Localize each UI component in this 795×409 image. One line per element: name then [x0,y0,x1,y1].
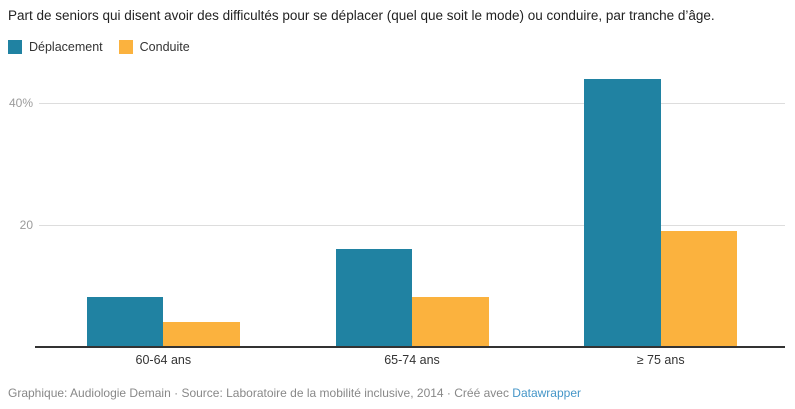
x-axis-line [35,346,785,348]
bar-conduite-75-ans[interactable] [660,230,738,346]
legend-item-deplacement: Déplacement [8,40,103,54]
gridline-20 [39,224,785,226]
y-tick-label-40: 40% [8,96,33,110]
gridline-40 [39,103,785,104]
y-tick-label-20: 20 [19,217,33,232]
legend-label-deplacement: Déplacement [29,40,103,54]
legend-label-conduite: Conduite [139,40,190,54]
legend-item-conduite: Conduite [118,40,190,54]
bar-conduite-60-64-ans[interactable] [163,321,240,346]
bar-deplacement-75-ans[interactable] [584,78,661,346]
footer-text: Graphique: Audiologie Demain · Source: L… [8,386,513,400]
x-axis-label-60-64-ans: 60-64 ans [135,353,192,367]
bar-deplacement-65-74-ans[interactable] [335,248,412,346]
bar-deplacement-60-64-ans[interactable] [86,297,164,346]
legend-swatch-deplacement [8,40,22,54]
x-axis-label-65-74-ans: 65-74 ans [384,353,440,367]
legend-swatch-conduite [118,40,133,54]
chart-title: Part de seniors qui disent avoir des dif… [8,8,715,23]
bar-conduite-65-74-ans[interactable] [412,297,489,346]
x-axis-label-75-ans: ≥ 75 ans [636,353,685,367]
legend: Déplacement Conduite [8,40,190,54]
footer: Graphique: Audiologie Demain · Source: L… [8,385,787,401]
datawrapper-link[interactable]: Datawrapper [512,386,581,400]
